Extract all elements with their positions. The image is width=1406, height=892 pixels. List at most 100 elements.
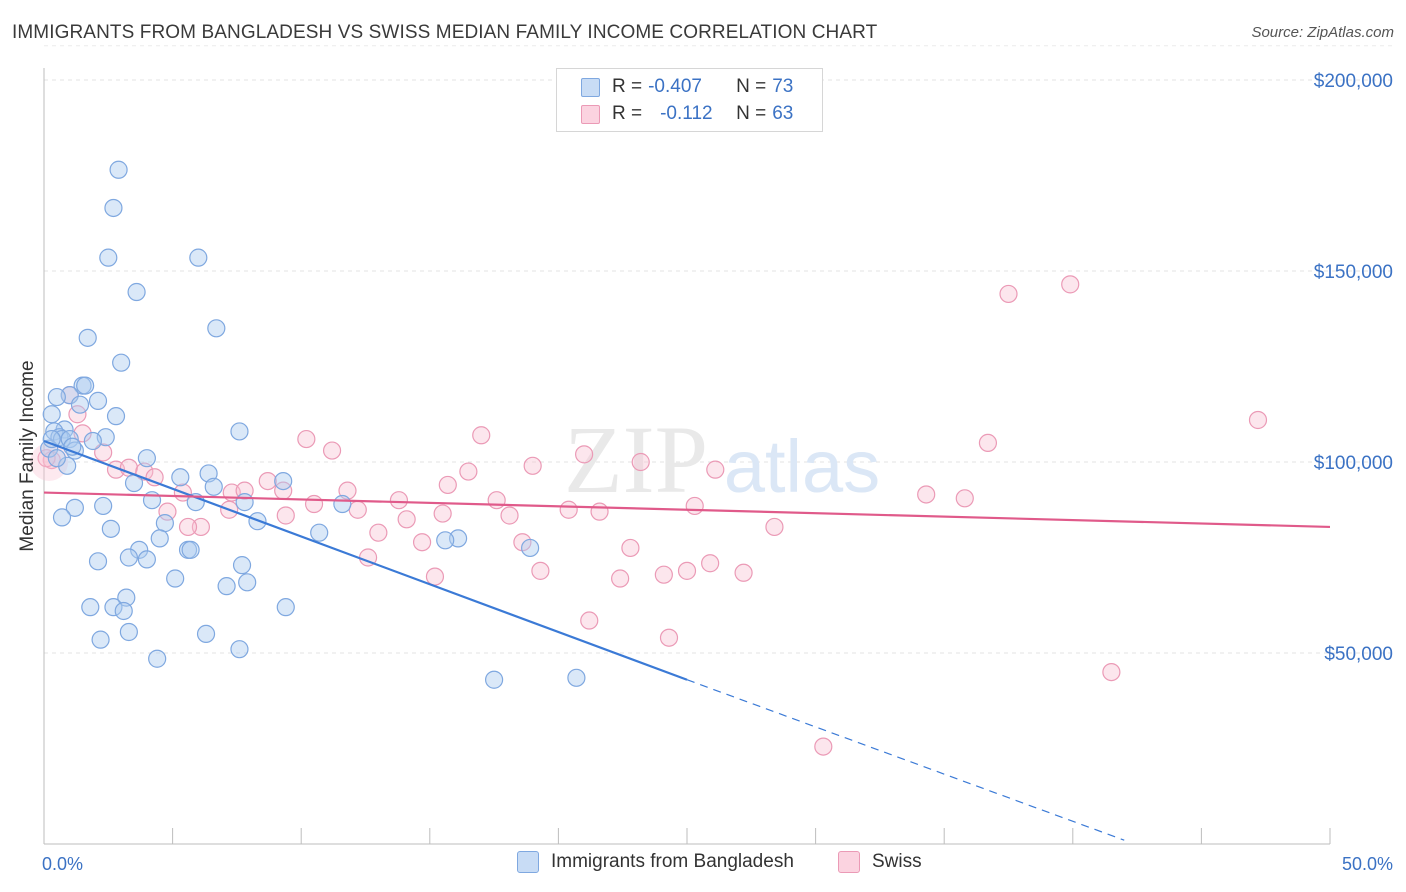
legend-swatch-swiss [581,104,600,124]
data-point [52,508,72,527]
data-point [276,598,295,617]
data-point [137,550,156,569]
data-point [171,468,190,487]
y-tick-label: $200,000 [1314,71,1393,92]
series-swiss-points [30,275,1268,756]
data-point [389,491,409,510]
data-point [189,248,208,267]
x-tick-label-max: 50.0% [1342,854,1393,874]
data-point [88,552,108,571]
trend-lines [43,439,1331,841]
data-point [412,533,432,552]
data-point [425,567,445,586]
y-tick-labels: $50,000 $100,000 $150,000 $200,000 [1314,71,1393,665]
watermark: ZIP atlas [564,406,880,513]
data-point [58,456,77,475]
data-point [999,284,1018,304]
y-tick-label: $100,000 [1314,453,1393,474]
y-tick-label: $150,000 [1314,262,1393,283]
data-point [580,611,599,630]
data-point [81,598,100,617]
data-point [1248,410,1268,430]
legend-swatch-swiss [838,851,860,873]
data-point [106,407,126,426]
legend-row-bangladesh: R = -0.407 N = 73 [581,75,793,99]
watermark-zip: ZIP [564,406,708,513]
data-point [155,514,174,533]
data-point [459,462,478,481]
data-point [559,500,578,519]
data-point [230,640,249,659]
legend-n-label: N = [736,103,767,124]
data-point [1102,662,1121,682]
legend-item-bangladesh[interactable]: Immigrants from Bangladesh [517,851,794,873]
data-point [42,405,61,424]
data-point [150,529,169,548]
data-point [310,523,329,542]
source-label: Source: ZipAtlas.com [1251,24,1394,41]
data-point [232,556,252,575]
data-point [685,496,704,516]
data-point [199,464,218,483]
data-point [78,328,97,347]
data-point [109,160,128,179]
data-point [204,477,223,496]
data-point [191,517,210,537]
data-point [119,622,138,642]
legend-r-label: R = [612,103,643,124]
data-point [238,573,257,592]
data-point [114,601,133,621]
data-point [438,475,457,495]
data-point [1061,275,1080,294]
data-point [99,248,118,267]
data-point [917,485,936,504]
data-point [654,565,673,584]
data-point [487,491,506,510]
data-point [978,433,998,452]
legend-n-value: 73 [772,76,794,97]
legend-label-swiss: Swiss [872,851,922,872]
data-point [621,538,640,558]
data-point [814,737,833,756]
data-point [196,624,216,644]
data-point [397,510,416,529]
data-point [734,563,753,582]
data-point [207,319,226,338]
data-point [523,456,542,475]
data-point [119,548,138,567]
chart-title: IMMIGRANTS FROM BANGLADESH VS SWISS MEDI… [12,22,878,43]
data-point [258,472,277,491]
data-point [322,441,342,460]
data-point [500,506,519,525]
data-point [436,531,455,550]
legend-item-swiss[interactable]: Swiss [838,851,922,873]
data-point [104,598,123,617]
trend-line-bangladesh [43,439,688,681]
data-point [521,538,540,558]
data-point [659,628,679,647]
x-tick-label-min: 0.0% [42,854,83,874]
legend-swatch-bangladesh [517,851,539,873]
data-point [274,472,293,491]
legend-r-value: -0.407 [648,76,702,97]
data-point [304,494,324,514]
data-point [181,540,200,559]
data-point [65,498,84,517]
data-point [230,422,249,441]
y-tick-label: $50,000 [1324,644,1393,665]
data-point [765,517,784,537]
data-point [112,353,131,372]
data-point [338,481,357,500]
watermark-atlas: atlas [724,425,880,508]
data-point [137,449,156,468]
data-point [677,561,697,580]
data-point [348,500,367,519]
data-point [166,569,185,588]
data-point [117,588,136,607]
correlation-legend: R = -0.407 N = 73 R = -0.112 N = 63 [556,68,823,132]
data-point [83,431,102,451]
data-point [70,395,90,414]
data-point [333,494,352,514]
data-point [567,668,586,687]
legend-r-value: -0.112 [660,103,713,124]
